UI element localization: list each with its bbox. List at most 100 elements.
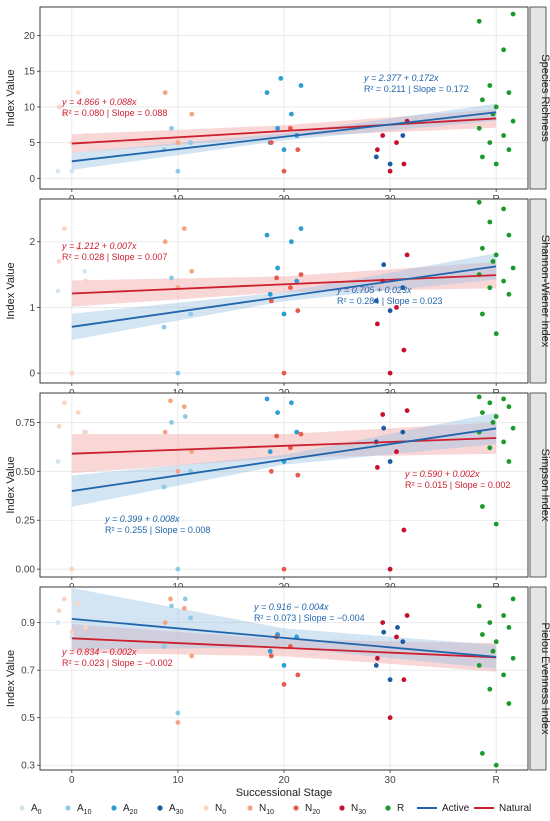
- data-point-N10: [162, 429, 168, 435]
- data-point-N10: [181, 226, 187, 232]
- data-point-A30: [387, 459, 393, 464]
- active-fit-line: [71, 617, 497, 658]
- data-point-N0: [62, 226, 67, 232]
- data-point-R: [506, 625, 512, 630]
- data-point-N10: [189, 111, 195, 117]
- y-tick-label: 0.9: [21, 618, 35, 629]
- data-point-R: [476, 18, 482, 24]
- legend-marker: [203, 805, 209, 811]
- data-point-N10: [189, 653, 195, 659]
- data-point-N10: [168, 596, 173, 602]
- x-axis-title: Successional Stage: [236, 787, 333, 799]
- data-point-A10: [169, 125, 174, 131]
- y-tick-label: 15: [24, 67, 36, 78]
- data-point-N30: [404, 252, 410, 258]
- legend: A0 A10 A20 A30 N0 N10 N20 N30 R Active Natural: [19, 803, 531, 816]
- y-tick-label: 0.25: [16, 516, 36, 527]
- data-point-N0: [62, 400, 67, 406]
- data-point-N0: [83, 278, 88, 284]
- regression-stats: R² = 0.211 | Slope = 0.172: [364, 84, 469, 94]
- data-point-A20: [294, 429, 300, 435]
- data-point-R: [493, 639, 499, 645]
- y-tick-label: 0: [29, 174, 35, 185]
- data-point-N30: [380, 133, 386, 138]
- data-point-A30: [387, 677, 393, 683]
- legend-item-R: R: [385, 803, 404, 814]
- data-point-N20: [281, 566, 287, 572]
- data-point-R: [487, 219, 493, 225]
- data-point-N30: [387, 370, 393, 376]
- data-point-A20: [281, 663, 287, 668]
- data-point-A0: [55, 620, 61, 625]
- data-point-N20: [281, 168, 287, 174]
- data-point-A10: [169, 420, 174, 425]
- data-point-R: [487, 620, 493, 625]
- data-point-A20: [281, 311, 287, 317]
- data-point-R: [493, 762, 499, 768]
- y-tick-label: 0.75: [16, 418, 36, 429]
- data-point-A20: [289, 111, 294, 117]
- data-point-N10: [162, 239, 168, 245]
- data-point-A10: [161, 324, 167, 330]
- facet-strip: [529, 586, 547, 771]
- data-point-A20: [289, 239, 294, 245]
- data-point-R: [493, 414, 499, 419]
- data-point-A30: [400, 285, 406, 291]
- data-point-N20: [295, 147, 301, 153]
- data-point-A10: [188, 615, 194, 621]
- data-point-R: [480, 751, 485, 756]
- data-point-A30: [395, 625, 400, 630]
- y-tick-label: 0.00: [16, 565, 36, 576]
- y-tick-label: 0.3: [21, 761, 35, 772]
- data-point-N30: [401, 527, 407, 533]
- y-axis-title: Index Value: [5, 69, 17, 126]
- data-point-R: [506, 404, 512, 410]
- facet-strip-label: Species Richness: [539, 54, 550, 142]
- data-point-N30: [401, 677, 407, 683]
- active-fit-line: [71, 111, 497, 163]
- legend-marker: [19, 805, 25, 811]
- legend-label: A10: [77, 803, 92, 816]
- legend-marker: [157, 805, 163, 811]
- data-point-N20: [268, 653, 274, 659]
- natural-fit-line: [71, 637, 497, 659]
- data-point-N0: [69, 629, 75, 635]
- data-point-R: [510, 655, 516, 661]
- data-point-N10: [189, 268, 195, 274]
- data-point-N0: [83, 429, 88, 435]
- data-point-N30: [375, 147, 380, 153]
- data-point-N0: [83, 625, 88, 630]
- data-point-R: [490, 648, 496, 654]
- data-point-N20: [288, 285, 293, 291]
- regression-equation: y = 1.212 + 0.007x: [61, 241, 137, 251]
- legend-item-A20: A20: [111, 803, 138, 816]
- data-point-A0: [55, 288, 61, 294]
- data-point-A10: [175, 168, 181, 174]
- data-point-A0: [55, 459, 61, 464]
- x-tick-label: R: [493, 775, 500, 786]
- legend-label: N10: [259, 803, 274, 816]
- legend-marker: [111, 805, 117, 811]
- data-point-A20: [275, 125, 280, 131]
- legend-label: Natural: [499, 803, 531, 814]
- data-point-N10: [175, 140, 181, 146]
- data-point-A10: [175, 370, 181, 376]
- active-fit-line: [71, 427, 497, 492]
- data-point-N30: [380, 620, 386, 625]
- regression-stats: R² = 0.284 | Slope = 0.023: [337, 296, 442, 306]
- data-point-R: [487, 83, 493, 88]
- data-point-R: [476, 125, 482, 131]
- y-tick-label: 0.7: [21, 666, 35, 677]
- data-point-N0: [75, 601, 81, 606]
- data-point-N20: [288, 125, 293, 131]
- data-point-N10: [189, 449, 195, 455]
- legend-item-N0: N0: [203, 803, 226, 816]
- data-point-A20: [264, 232, 270, 238]
- data-point-N10: [168, 398, 173, 404]
- data-point-A0: [55, 168, 61, 174]
- data-point-R: [476, 663, 482, 668]
- data-point-N30: [380, 412, 386, 417]
- data-point-R: [506, 459, 512, 464]
- data-point-N20: [274, 433, 279, 439]
